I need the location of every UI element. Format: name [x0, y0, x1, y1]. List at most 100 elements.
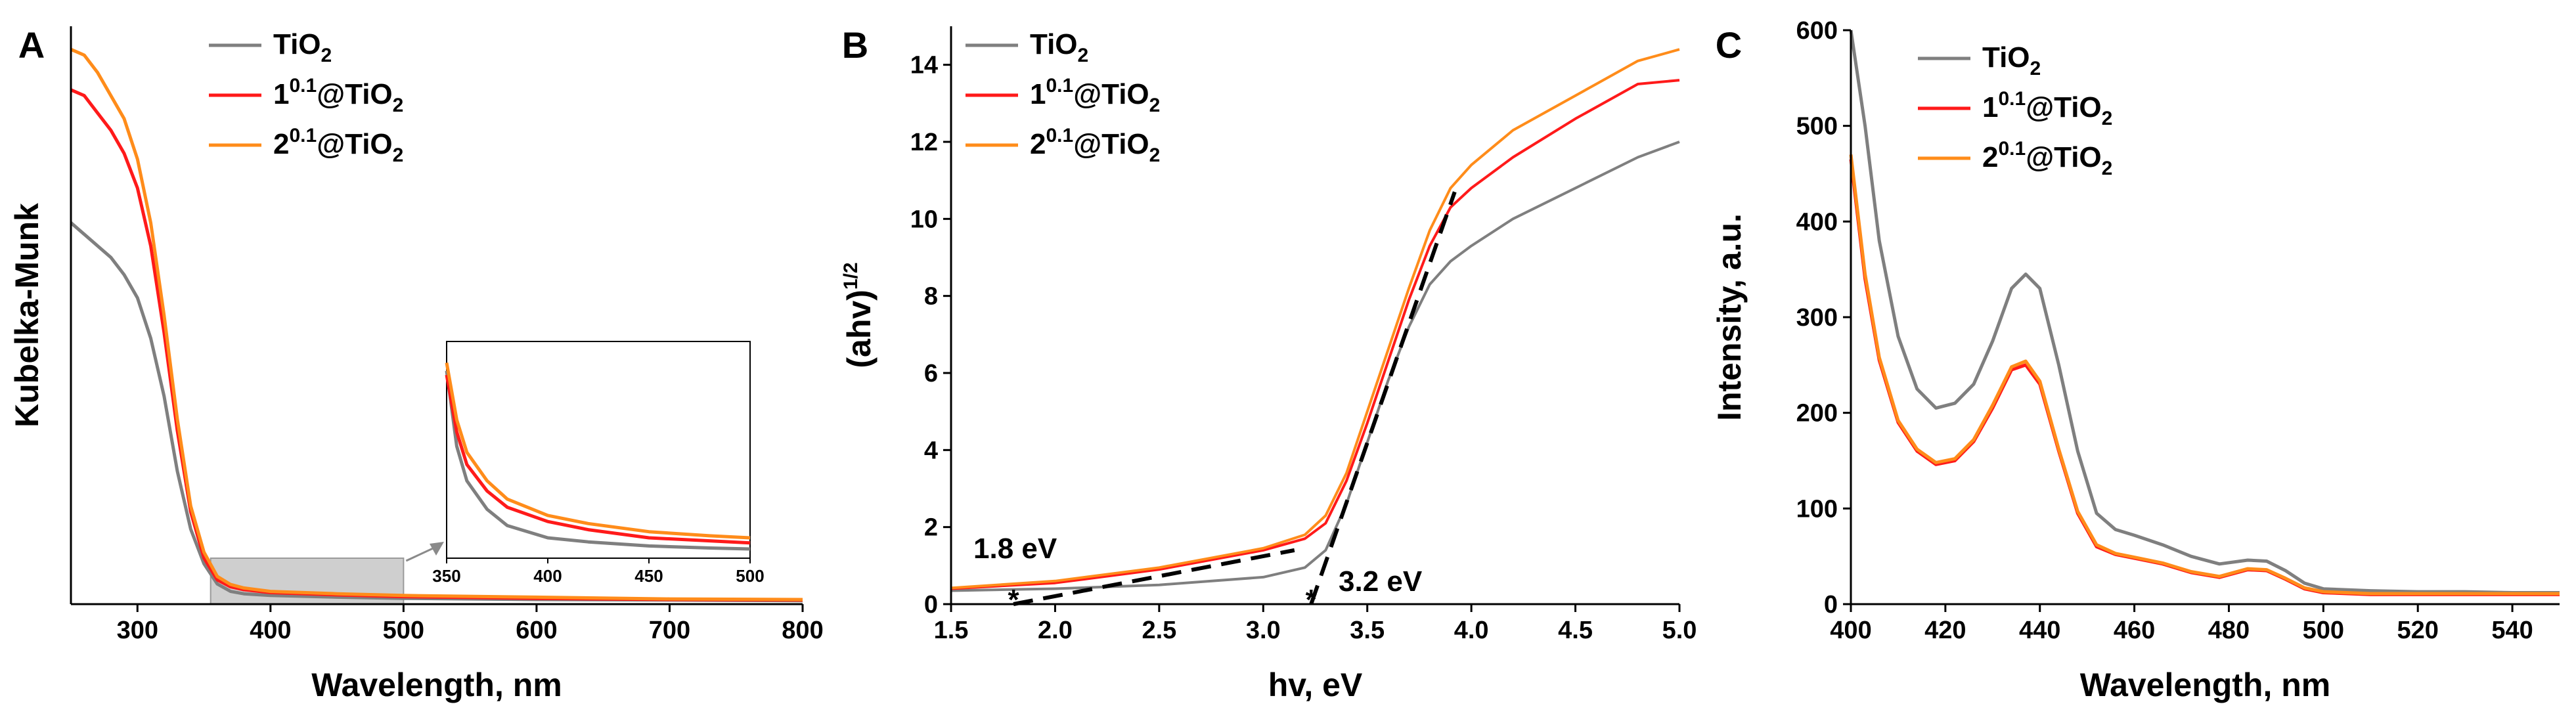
legend-text-part: 2: [1030, 128, 1046, 160]
legend-subscript: 2: [2102, 158, 2113, 179]
panel-a-letter: A: [18, 24, 45, 66]
legend-subscript: 2: [2030, 58, 2041, 79]
panel-c-y-tick-label: 400: [1796, 208, 1838, 236]
panel-b-series-s2: [950, 48, 1680, 590]
legend-superscript: 0.1: [1998, 138, 2026, 160]
inset-x-tick-label: 400: [533, 566, 562, 586]
legend-subscript: 2: [2102, 108, 2113, 129]
panel-b-series-s1: [950, 79, 1680, 590]
legend-text-part: 2: [273, 128, 289, 160]
panel-c-series-tio2: [1849, 30, 2560, 594]
panel-c-y-tick-label: 500: [1796, 113, 1838, 141]
panel-b-y-tick-label: 6: [924, 360, 938, 387]
panel-c-x-tick-label: 520: [2397, 617, 2438, 644]
panel-a-legend-label: TiO2: [273, 28, 332, 66]
legend-subscript: 2: [393, 144, 404, 166]
legend-superscript: 0.1: [1046, 75, 1073, 97]
inset-frame: [446, 341, 751, 559]
legend-text-part: @TiO: [2026, 91, 2101, 123]
panel-c-x-tick-label: 420: [1924, 617, 1966, 644]
inset-pointer-arrowhead: [430, 542, 444, 556]
panel-b-y-axis-title-main: (ahv): [841, 290, 877, 368]
legend-text-part: 1: [1982, 91, 1998, 123]
panel-c-x-tick-label: 440: [2019, 617, 2060, 644]
panel-c-y-tick-label: 300: [1796, 304, 1838, 332]
panel-c-letter: C: [1716, 24, 1742, 66]
panel-c-x-axis-title: Wavelength, nm: [2080, 667, 2331, 703]
panel-c-legend-label: 10.1@TiO2: [1982, 88, 2112, 129]
panel-b-fit-line: [1013, 548, 1295, 606]
panel-b-fit-line: [1309, 191, 1457, 605]
legend-superscript: 0.1: [289, 125, 317, 146]
panel-b-x-tick-label: 2.0: [1038, 617, 1073, 644]
panel-b-y-tick-label: 8: [924, 283, 938, 311]
panel-c-x-tick-label: 400: [1830, 617, 1871, 644]
legend-text-part: @TiO: [2026, 141, 2101, 173]
panel-b-x-tick-label: 2.5: [1142, 617, 1176, 644]
legend-text-part: @TiO: [1073, 128, 1149, 160]
panel-c-legend-label: TiO2: [1982, 41, 2041, 79]
panel-c-y-tick-label: 100: [1796, 495, 1838, 523]
panel-b-y-axis-title-sup: 1/2: [840, 262, 862, 290]
panel-c-series-s1: [1849, 159, 2560, 596]
panel-b-intercept-marker: *: [1008, 584, 1019, 616]
legend-subscript: 2: [1149, 144, 1161, 166]
panel-a-x-tick-label: 300: [117, 617, 158, 644]
panel-a-x-axis-title: Wavelength, nm: [311, 667, 562, 703]
panel-a-x-tick-label: 800: [782, 617, 823, 644]
legend-subscript: 2: [393, 95, 404, 116]
panel-c-y-axis-title: Intensity, a.u.: [1711, 213, 1748, 421]
panel-c-y-tick-label: 600: [1796, 17, 1838, 45]
legend-superscript: 0.1: [289, 75, 317, 97]
inset-x-tick-label: 450: [634, 566, 663, 586]
panel-b-x-axis-title: hv, eV: [1268, 667, 1363, 703]
legend-text-part: @TiO: [317, 78, 392, 110]
legend-text-part: 2: [1982, 141, 1998, 173]
panel-a-series-s2: [70, 47, 803, 602]
panel-b-y-tick-label: 0: [924, 591, 938, 619]
panel-b-y-tick-label: 2: [924, 514, 938, 542]
panel-c: C 400 420 440 460 480 500 520 540 0 100 200 300 400 50…: [1711, 17, 2560, 703]
panel-b-legend-label: TiO2: [1030, 28, 1088, 66]
legend-superscript: 0.1: [1998, 88, 2026, 110]
panel-b-intercept-marker: *: [1306, 584, 1318, 616]
panel-c-x-tick-label: 480: [2208, 617, 2250, 644]
panel-a-x-tick-label: 500: [383, 617, 424, 644]
legend-subscript: 2: [1149, 95, 1161, 116]
inset-series-s2: [445, 362, 751, 540]
legend-text-part: @TiO: [1073, 78, 1149, 110]
legend-subscript: 2: [1078, 45, 1089, 66]
legend-text-part: 1: [1030, 78, 1046, 110]
panel-a-x-tick-label: 700: [649, 617, 690, 644]
legend-text-part: TiO: [1982, 41, 2030, 74]
panel-c-series-s2: [1849, 154, 2560, 596]
panel-a-y-axis-title: Kubelka-Munk: [9, 203, 45, 427]
panel-b-annotation-3-2ev: 3.2 eV: [1339, 565, 1423, 598]
panel-c-y-tick-label: 0: [1824, 591, 1838, 619]
legend-text-part: TiO: [273, 28, 321, 60]
panel-c-x-tick-label: 460: [2114, 617, 2155, 644]
panel-c-x-tick-label: 500: [2303, 617, 2344, 644]
panel-b-letter: B: [842, 24, 868, 66]
legend-text-part: @TiO: [317, 128, 392, 160]
legend-superscript: 0.1: [1046, 125, 1073, 146]
panel-a-x-tick-label: 600: [516, 617, 557, 644]
panel-b-x-tick-label: 3.0: [1246, 617, 1281, 644]
panel-a-x-tick-label: 400: [250, 617, 291, 644]
panel-b-y-tick-label: 12: [910, 129, 938, 156]
legend-subscript: 2: [321, 45, 332, 66]
panel-a-legend-label: 20.1@TiO2: [273, 125, 403, 166]
panel-b-x-tick-label: 5.0: [1662, 617, 1697, 644]
panel-a-series-tio2: [70, 221, 803, 603]
legend-text-part: TiO: [1030, 28, 1078, 60]
panel-b-y-axis-title: (ahv)1/2: [840, 262, 877, 368]
panel-c-x-tick-label: 540: [2491, 617, 2533, 644]
panel-c-legend-label: 20.1@TiO2: [1982, 138, 2112, 179]
inset-x-tick-label: 500: [736, 566, 764, 586]
panel-a-legend-label: 10.1@TiO2: [273, 75, 403, 116]
panel-b-x-tick-label: 4.5: [1558, 617, 1593, 644]
panel-b-legend-label: 10.1@TiO2: [1030, 75, 1160, 116]
panel-b-x-tick-label: 3.5: [1350, 617, 1385, 644]
panel-b-y-tick-label: 4: [924, 437, 938, 464]
